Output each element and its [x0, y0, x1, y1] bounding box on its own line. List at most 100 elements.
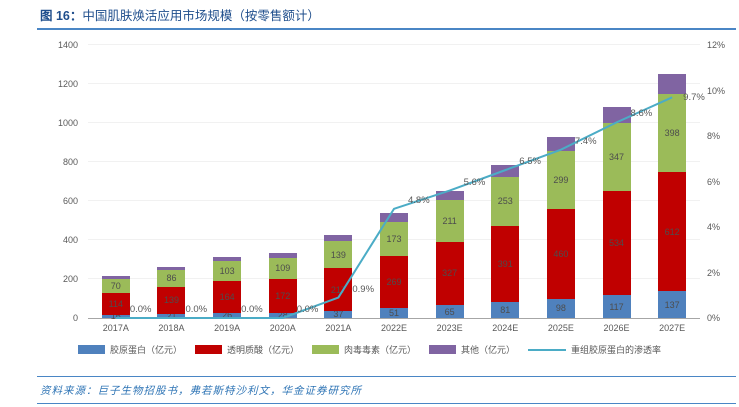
x-axis-label: 2021A [325, 323, 352, 333]
bar-label: 398 [664, 128, 680, 139]
bar-label: 114 [108, 298, 123, 309]
x-axis-label: 2020A [269, 323, 296, 333]
bar-label: 117 [609, 301, 624, 312]
line-label: 9.7% [683, 92, 705, 104]
plot-area: 16 114 70 21 139 86 26 164 103 28 172 109 37 217 139 51… [88, 44, 705, 321]
bar-segment [324, 241, 353, 269]
y-axis-tick-left: 1000 [57, 118, 78, 128]
x-axis-label: 2027E [659, 323, 686, 333]
bar-label: 612 [664, 226, 680, 237]
bar-label: 26 [222, 310, 233, 321]
y-axis-tick-left: 1200 [57, 79, 78, 89]
y-axis-tick-right: 4% [707, 222, 721, 232]
bar-segment [546, 137, 575, 151]
line-label: 0.9% [352, 283, 375, 295]
legend-swatch [77, 345, 105, 354]
bar-segment [213, 260, 242, 281]
y-axis-tick-right: 12% [707, 40, 726, 50]
bar-segment [380, 221, 408, 256]
grid-line [88, 122, 700, 123]
grid-line [88, 44, 700, 45]
bar-label: 172 [275, 290, 291, 301]
bar-segment [157, 266, 186, 271]
grid-line [88, 200, 700, 201]
bar-segment [101, 314, 130, 318]
bar-segment [213, 280, 242, 313]
bar-segment [658, 73, 687, 95]
bar-label: 70 [110, 280, 121, 291]
legend-item: 透明质酸（亿元） [194, 343, 299, 356]
bar-label: 37 [333, 309, 344, 320]
y-axis-tick-left: 400 [62, 235, 78, 245]
y-axis-tick-left: 800 [62, 157, 78, 167]
bar-label: 460 [553, 249, 569, 260]
legend-label: 其他（亿元） [461, 345, 516, 355]
line-label: 5.6% [463, 176, 486, 188]
line-label: 0.0% [296, 304, 319, 315]
bar-segment [491, 225, 520, 303]
bar-segment [324, 310, 353, 318]
grid-line [88, 161, 700, 162]
y-axis-tick-right: 2% [707, 267, 721, 278]
bar-segment [546, 150, 575, 210]
y-axis-tick-right: 0% [707, 313, 721, 323]
bar-segment [658, 94, 687, 172]
bar-label: 86 [166, 273, 177, 284]
bar-label: 534 [609, 238, 625, 249]
bar-segment [658, 291, 687, 318]
line-label: 4.8% [408, 194, 430, 206]
bar-label: 139 [330, 249, 346, 260]
legend-label: 肉毒毒素（亿元） [343, 345, 416, 355]
bar-segment [101, 279, 130, 293]
bar-label: 21 [166, 310, 177, 321]
bar-segment [435, 190, 464, 201]
line-label: 6.5% [519, 156, 541, 168]
chart-legend: 胶原蛋白（亿元） 透明质酸（亿元） 肉毒毒素（亿元） 其他（亿元） 重组胶原蛋白的渗透率 [0, 343, 739, 356]
bar-segment [268, 257, 297, 279]
legend-swatch [429, 345, 456, 354]
bar-label: 173 [386, 233, 402, 244]
x-axis-label: 2019A [214, 323, 241, 333]
bar-label: 164 [219, 291, 235, 302]
bar-label: 327 [442, 268, 458, 279]
bar-segment [157, 270, 186, 287]
bar-segment [491, 176, 520, 226]
line-label: 0.0% [185, 304, 208, 315]
y-axis-tick-left: 600 [62, 196, 78, 206]
bar-segment [380, 308, 408, 318]
x-axis-label: 2026E [603, 323, 630, 333]
x-axis-label: 2023E [436, 323, 463, 333]
bar-label: 391 [497, 259, 513, 270]
bar-segment [213, 312, 242, 318]
bar-segment [491, 302, 520, 318]
x-axis-label: 2018A [158, 323, 185, 333]
legend-label: 重组胶原蛋白的渗透率 [571, 345, 662, 355]
bar-label: 51 [388, 308, 399, 319]
bar-label: 109 [275, 263, 291, 274]
bar-label: 139 [163, 295, 179, 306]
bar-segment [101, 292, 130, 315]
line-label: 8.6% [630, 108, 653, 120]
legend-swatch [194, 345, 222, 354]
bar-label: 81 [500, 305, 511, 316]
bar-label: 269 [386, 276, 402, 287]
figure-number: 图 16： [40, 9, 83, 23]
bar-label: 299 [553, 175, 569, 186]
legend-item: 胶原蛋白（亿元） [77, 343, 182, 356]
legend-item: 肉毒毒素（亿元） [311, 343, 416, 356]
y-axis-tick-left: 200 [62, 274, 78, 284]
bar-segment [324, 268, 353, 311]
y-axis-tick-right: 10% [707, 85, 726, 96]
bar-label: 347 [609, 152, 625, 163]
grid-line [88, 83, 700, 84]
bar-segment [602, 123, 631, 192]
source-note: 资料来源：巨子生物招股书，弗若斯特沙利文，华金证券研究所 [40, 384, 362, 397]
bar-label: 103 [219, 265, 235, 276]
bar-label: 65 [444, 306, 455, 317]
line-label: 0.0% [129, 304, 152, 315]
figure-title: 中国肌肤焕活应用市场规模（按零售额计） [82, 9, 320, 23]
figure-footer: 资料来源：巨子生物招股书，弗若斯特沙利文，华金证券研究所 [37, 376, 736, 404]
bar-segment [435, 241, 464, 306]
line-label: 0.0% [241, 304, 263, 315]
x-axis-label: 2017A [102, 323, 129, 333]
